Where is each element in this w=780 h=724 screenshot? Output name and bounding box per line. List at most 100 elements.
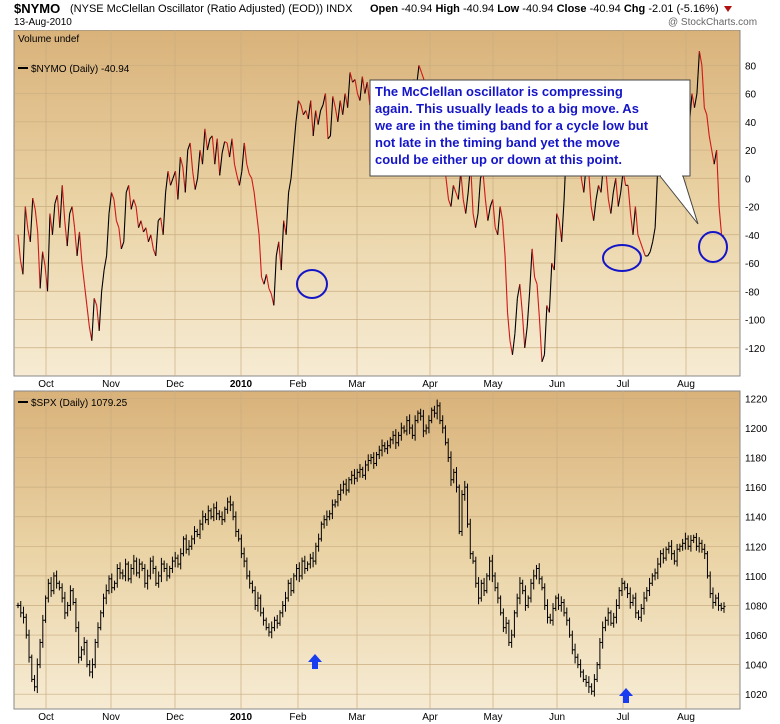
nymo-line-segment (81, 262, 85, 285)
nymo-line-segment (324, 93, 329, 139)
nymo-line-segment (696, 51, 700, 94)
spx-ohlc-bar (568, 617, 572, 638)
spx-y-tick-label: 1040 (745, 661, 768, 672)
spx-ohlc-bar (499, 595, 503, 616)
spx-ohlc-bar (708, 571, 712, 599)
spx-ohlc-bar (689, 535, 693, 552)
nymo-line-segment (34, 209, 39, 233)
nymo-line-segment (224, 141, 228, 144)
nymo-line-segment (347, 72, 351, 108)
spx-ohlc-bar (215, 501, 219, 520)
nymo-line-segment (150, 234, 154, 249)
spx-ohlc-bar (716, 592, 720, 611)
spx-ohlc-bar (408, 414, 412, 435)
spx-ohlc-bar (645, 587, 649, 602)
nymo-line-segment (108, 192, 113, 214)
nymo-line-segment (204, 128, 208, 151)
nymo-line-segment (711, 149, 715, 165)
nymo-line-segment (342, 93, 346, 115)
spx-ohlc-bar (325, 510, 329, 526)
spx-ohlc-bar (151, 555, 155, 574)
nymo-line-segment (300, 104, 304, 115)
nymo-line-segment (595, 185, 600, 200)
nymo-line-segment (556, 213, 560, 221)
nymo-y-tick-label: -80 (745, 287, 760, 298)
spx-ohlc-bar (540, 576, 544, 591)
nymo-line-segment (484, 199, 489, 221)
nymo-line-segment (536, 284, 541, 320)
spx-ohlc-bar (521, 579, 525, 595)
spx-ohlc-bar (66, 601, 70, 617)
spx-ohlc-bar (546, 599, 549, 624)
spx-ohlc-bar (421, 409, 425, 438)
nymo-x-tick-label: May (484, 379, 503, 390)
spx-ohlc-bar (529, 578, 533, 603)
cycle-low-circle (602, 244, 642, 272)
spx-ohlc-bar (667, 541, 671, 554)
nymo-line-segment (639, 241, 644, 250)
spx-ohlc-bar (256, 591, 260, 612)
nymo-line-segment (465, 192, 469, 214)
spx-ohlc-bar (413, 415, 417, 441)
spx-ohlc-bar (534, 564, 538, 580)
nymo-line-segment (649, 241, 654, 252)
spx-ohlc-bar (625, 583, 629, 599)
nymo-line-segment (450, 185, 454, 207)
spx-ohlc-bar (479, 579, 483, 602)
nymo-line-segment (39, 251, 44, 289)
nymo-line-segment (706, 114, 710, 136)
spx-ohlc-bar (375, 451, 379, 467)
spx-ohlc-bar (438, 402, 442, 425)
spx-y-tick-label: 1020 (745, 690, 768, 701)
spx-y-tick-label: 1160 (745, 483, 767, 494)
spx-ohlc-bar (694, 532, 698, 551)
spx-ohlc-bar (388, 437, 392, 449)
spx-ohlc-bar (394, 429, 398, 449)
annotation-line: could be either up or down at this point… (375, 152, 622, 167)
nymo-legend: $NYMO (Daily) -40.94 (31, 64, 130, 75)
spx-ohlc-bar (300, 557, 304, 580)
nymo-line-segment (17, 234, 22, 261)
nymo-x-tick-label: 2010 (230, 379, 253, 390)
nymo-line-segment (418, 65, 422, 73)
spx-ohlc-bar (383, 442, 387, 453)
spx-x-tick-label: Feb (289, 712, 307, 723)
nymo-line-segment (701, 65, 705, 108)
nymo-line-segment (37, 231, 41, 289)
spx-ohlc-bar (90, 658, 94, 679)
spx-ohlc-bar (179, 548, 183, 570)
nymo-x-tick-label: Feb (289, 379, 307, 390)
spx-ohlc-bar (714, 594, 718, 607)
nymo-x-tick-label: Dec (166, 379, 184, 390)
spx-ohlc-bar (33, 674, 37, 692)
spx-ohlc-bar (71, 588, 75, 606)
spx-ohlc-bar (518, 577, 522, 605)
spx-ohlc-bar (165, 563, 169, 582)
spx-ohlc-bar (579, 659, 583, 678)
nymo-line-segment (516, 284, 521, 299)
spx-ohlc-bar (118, 562, 122, 580)
nymo-line-segment (42, 251, 46, 266)
nymo-line-segment (553, 213, 558, 271)
nymo-line-segment (529, 248, 533, 292)
spx-ohlc-bar (711, 587, 715, 609)
nymo-line-segment (71, 206, 76, 228)
spx-ohlc-bar (548, 613, 552, 624)
nymo-y-tick-label: -20 (745, 203, 760, 214)
spx-ohlc-bar (355, 468, 359, 482)
down-triangle-icon (723, 6, 732, 13)
spx-ohlc-bar (670, 540, 674, 560)
spx-ohlc-bar (496, 582, 500, 604)
spx-ohlc-bar (234, 511, 238, 537)
spx-ohlc-bar (719, 602, 723, 612)
spx-ohlc-bar (146, 569, 150, 590)
spx-ohlc-bar (369, 454, 373, 465)
nymo-line-segment (201, 128, 206, 165)
spx-ohlc-bar (570, 630, 574, 655)
nymo-line-segment (654, 171, 659, 228)
nymo-line-segment (243, 142, 248, 165)
spx-ohlc-bar (129, 564, 133, 584)
spx-ohlc-bar (628, 587, 632, 609)
spx-ohlc-bar (16, 602, 20, 609)
spx-ohlc-bar (132, 554, 136, 575)
